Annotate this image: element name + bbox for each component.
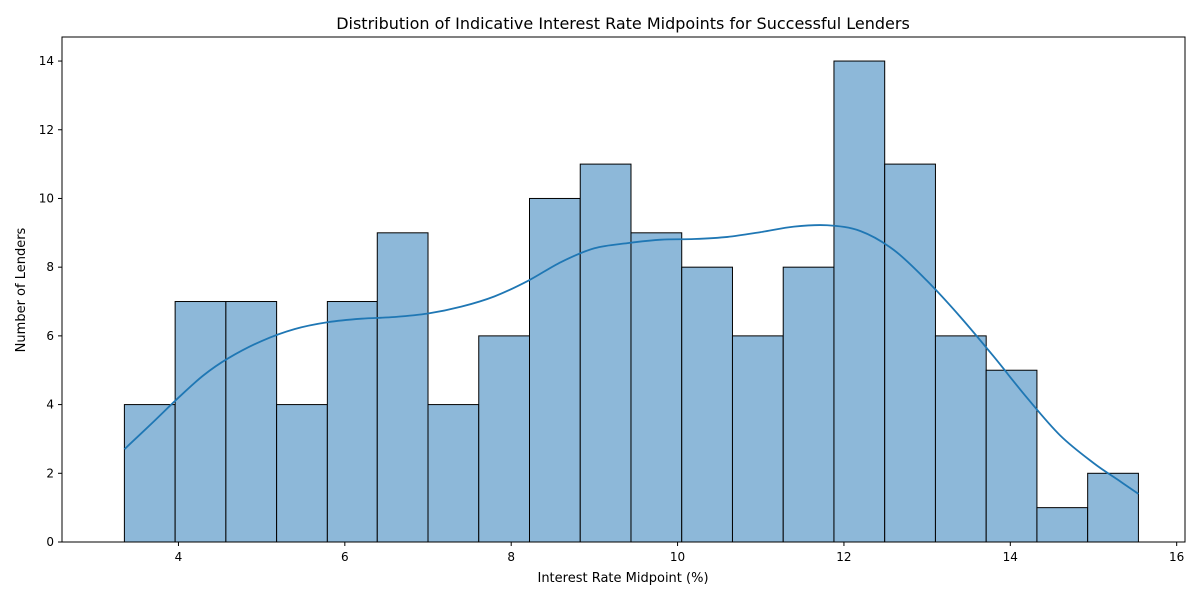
histogram-bar — [427, 404, 480, 543]
histogram-bar — [225, 301, 278, 543]
x-tick-label: 14 — [1003, 550, 1018, 564]
histogram-bar — [731, 335, 784, 543]
x-tick-label: 8 — [507, 550, 515, 564]
x-tick-label: 12 — [836, 550, 851, 564]
histogram-bar — [1036, 507, 1089, 543]
x-axis: 4 6 8 10 12 14 16 — [175, 542, 1184, 564]
histogram-bar — [985, 369, 1038, 543]
x-axis-label: Interest Rate Midpoint (%) — [537, 571, 708, 586]
histogram-bar — [326, 301, 378, 543]
y-tick-label: 4 — [46, 398, 54, 412]
y-axis: 0 2 4 6 8 10 12 14 — [39, 54, 62, 549]
histogram-bar — [1087, 472, 1139, 543]
histogram-bar — [681, 266, 733, 543]
chart-title: Distribution of Indicative Interest Rate… — [336, 14, 910, 33]
x-tick-label: 6 — [341, 550, 349, 564]
histogram-bar — [833, 60, 886, 543]
histogram-bar — [123, 404, 176, 543]
histogram-bar — [782, 266, 835, 543]
x-tick-label: 16 — [1169, 550, 1184, 564]
histogram-bar — [630, 232, 683, 543]
histogram-bar — [478, 335, 531, 543]
plot-frame — [61, 36, 1186, 543]
y-tick-label: 8 — [46, 260, 54, 274]
y-axis-label: Number of Lenders — [14, 227, 29, 352]
histogram-bar — [934, 335, 987, 543]
histogram-bars — [123, 60, 1139, 543]
histogram-bar — [529, 197, 581, 543]
y-tick-label: 12 — [39, 123, 54, 137]
y-tick-label: 10 — [39, 191, 54, 205]
histogram-bar — [376, 232, 429, 543]
y-tick-label: 6 — [46, 329, 54, 343]
x-tick-label: 10 — [670, 550, 685, 564]
histogram-bar — [276, 404, 328, 543]
histogram-bar — [174, 301, 227, 543]
kde-line — [123, 224, 1139, 495]
y-tick-label: 14 — [39, 54, 54, 68]
x-tick-label: 4 — [175, 550, 183, 564]
y-tick-label: 0 — [46, 535, 54, 549]
y-tick-label: 2 — [46, 466, 54, 480]
histogram-bar — [579, 163, 632, 543]
histogram-bar — [884, 163, 936, 543]
